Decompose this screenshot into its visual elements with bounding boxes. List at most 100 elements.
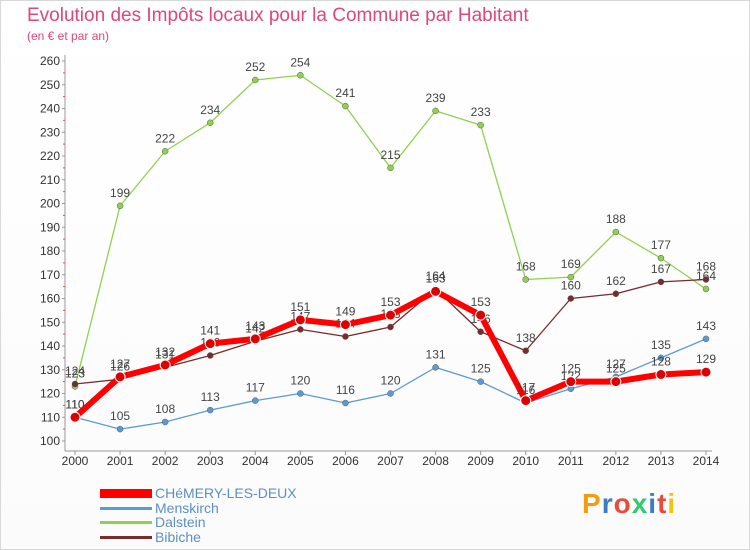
data-label: 105 bbox=[110, 409, 130, 423]
data-label: 254 bbox=[290, 55, 310, 69]
data-point bbox=[342, 102, 349, 110]
data-label: 116 bbox=[336, 383, 355, 397]
data-point bbox=[477, 328, 484, 335]
data-point bbox=[432, 107, 439, 115]
data-point bbox=[114, 371, 126, 383]
x-tick-label: 2011 bbox=[558, 454, 584, 468]
data-label: 143 bbox=[696, 319, 716, 333]
data-label: 125 bbox=[561, 362, 581, 376]
y-tick-label: 260 bbox=[40, 54, 60, 68]
x-tick-label: 2014 bbox=[693, 454, 720, 468]
data-point bbox=[477, 121, 484, 129]
data-point bbox=[567, 295, 575, 302]
data-point bbox=[249, 333, 261, 345]
data-label: 153 bbox=[471, 295, 491, 309]
data-label: 142 bbox=[245, 321, 265, 335]
y-tick-label: 110 bbox=[41, 410, 60, 424]
data-label: 188 bbox=[606, 212, 626, 226]
y-tick-label: 100 bbox=[40, 434, 60, 448]
data-point bbox=[522, 347, 529, 354]
data-point bbox=[657, 278, 665, 286]
data-point bbox=[612, 290, 620, 297]
data-point bbox=[342, 333, 349, 340]
x-tick-label: 2010 bbox=[512, 454, 539, 468]
x-tick-label: 2001 bbox=[107, 454, 134, 468]
data-label: 233 bbox=[471, 105, 491, 119]
y-tick-label: 220 bbox=[40, 149, 60, 163]
data-label: 125 bbox=[471, 362, 491, 376]
data-point bbox=[657, 254, 665, 262]
data-label: 177 bbox=[651, 238, 671, 252]
legend-swatch bbox=[100, 521, 152, 524]
data-label: 110 bbox=[65, 397, 84, 411]
y-tick-label: 120 bbox=[40, 387, 60, 401]
logo-letter: r bbox=[601, 488, 614, 519]
data-point bbox=[206, 406, 214, 414]
y-tick-label: 160 bbox=[40, 292, 60, 306]
data-point bbox=[702, 285, 710, 293]
x-tick-label: 2013 bbox=[648, 454, 675, 468]
data-label: 128 bbox=[651, 355, 671, 369]
data-label: 149 bbox=[335, 305, 355, 319]
y-tick-label: 130 bbox=[40, 363, 60, 377]
data-point bbox=[297, 72, 304, 79]
data-label: 129 bbox=[696, 352, 716, 366]
data-label: 132 bbox=[155, 345, 175, 359]
data-label: 117 bbox=[516, 381, 535, 395]
data-label: 117 bbox=[246, 381, 265, 395]
logo-letter: t bbox=[657, 488, 668, 519]
data-label: 120 bbox=[380, 374, 400, 388]
data-label: 131 bbox=[155, 347, 175, 361]
data-point bbox=[387, 390, 394, 397]
data-point bbox=[204, 338, 216, 350]
data-label: 163 bbox=[426, 271, 446, 285]
y-tick-label: 140 bbox=[40, 339, 60, 353]
data-point bbox=[610, 376, 622, 388]
data-label: 131 bbox=[426, 347, 446, 361]
series-line bbox=[74, 74, 707, 388]
data-point bbox=[252, 76, 259, 84]
data-label: 164 bbox=[426, 269, 446, 283]
legend-swatch bbox=[100, 506, 152, 510]
data-point bbox=[385, 309, 396, 321]
data-label: 127 bbox=[606, 357, 626, 371]
legend-label: Menskirch bbox=[155, 499, 219, 516]
y-tick-label: 210 bbox=[40, 173, 60, 187]
data-point bbox=[159, 359, 171, 371]
y-tick-label: 150 bbox=[40, 315, 60, 329]
y-tick-label: 190 bbox=[40, 220, 60, 234]
x-tick-label: 2005 bbox=[287, 454, 314, 468]
legend-label: Bibiche bbox=[155, 528, 201, 545]
data-point bbox=[161, 148, 169, 155]
x-tick-label: 2006 bbox=[332, 454, 359, 468]
y-tick-label: 170 bbox=[40, 268, 60, 282]
data-label: 113 bbox=[201, 390, 220, 404]
data-label: 110 bbox=[65, 397, 84, 411]
legend-swatch bbox=[100, 535, 152, 539]
series-dalstein: 123 199 222 234 252 254 241 215 239 233 168 169 188 1… bbox=[65, 55, 716, 390]
data-point bbox=[71, 380, 79, 388]
data-point bbox=[387, 164, 394, 172]
logo-letter: o bbox=[613, 488, 632, 519]
data-point bbox=[477, 378, 484, 385]
data-point bbox=[116, 425, 124, 433]
data-label: 124 bbox=[65, 364, 85, 378]
data-point bbox=[252, 397, 259, 404]
data-label: 241 bbox=[335, 86, 355, 100]
data-point bbox=[206, 352, 214, 359]
data-label: 153 bbox=[380, 295, 400, 309]
x-tick-label: 2009 bbox=[467, 454, 494, 468]
data-point bbox=[522, 276, 529, 283]
legend-swatch bbox=[100, 489, 152, 498]
data-point bbox=[116, 202, 124, 210]
y-tick-label: 250 bbox=[40, 78, 60, 92]
data-point bbox=[432, 364, 439, 371]
data-point bbox=[702, 276, 710, 283]
data-label: 143 bbox=[245, 319, 265, 333]
y-tick-label: 230 bbox=[40, 125, 60, 139]
y-tick-label: 200 bbox=[40, 197, 60, 211]
data-point bbox=[612, 228, 620, 236]
x-tick-label: 2002 bbox=[152, 454, 179, 468]
